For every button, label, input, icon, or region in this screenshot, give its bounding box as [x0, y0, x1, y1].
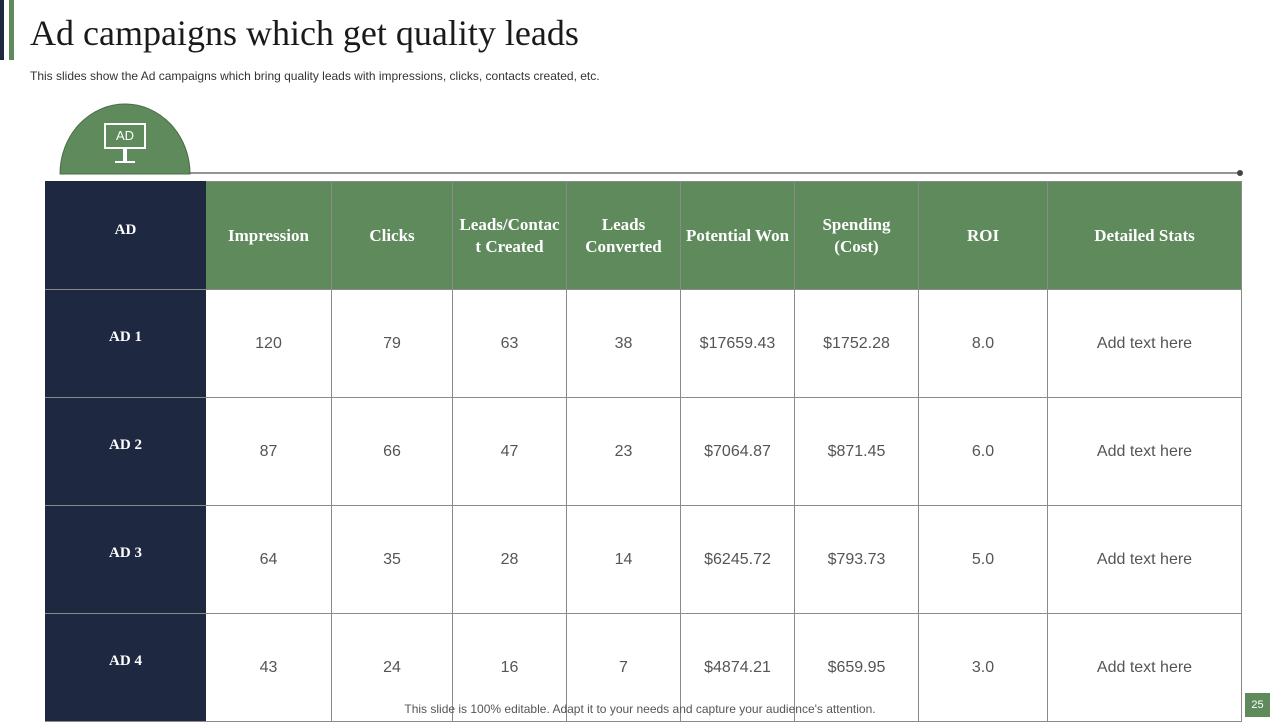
icon-label: AD [116, 128, 134, 143]
table-cell: 120 [205, 289, 332, 398]
table-row: AD 3 64 35 28 14 $6245.72 $793.73 5.0 Add text h… [45, 505, 1242, 614]
table-cell: 14 [566, 505, 681, 614]
table-cell: 8.0 [918, 289, 1048, 398]
table-cell: $793.73 [794, 505, 919, 614]
row-header: AD 3 [45, 505, 206, 614]
divider-dot [1237, 170, 1243, 176]
accent-bar [0, 0, 4, 60]
table-row: AD 1 120 79 63 38 $17659.43 $1752.28 8.0 Add tex… [45, 289, 1242, 398]
table-cell: $871.45 [794, 397, 919, 506]
column-header: AD [45, 181, 206, 290]
column-header: Spending (Cost) [794, 181, 919, 290]
table-cell: $7064.87 [680, 397, 795, 506]
table-cell: 3.0 [918, 613, 1048, 722]
table-cell: 23 [566, 397, 681, 506]
table-cell: 7 [566, 613, 681, 722]
table-cell: 38 [566, 289, 681, 398]
page-number: 25 [1245, 693, 1270, 717]
table-cell: $17659.43 [680, 289, 795, 398]
table-cell: Add text here [1047, 289, 1242, 398]
table-cell: 63 [452, 289, 567, 398]
column-header: ROI [918, 181, 1048, 290]
table-cell: Add text here [1047, 613, 1242, 722]
table-cell: $4874.21 [680, 613, 795, 722]
table-cell: 35 [331, 505, 453, 614]
data-table: AD Impression Clicks Leads/Contact Created L… [45, 181, 1242, 722]
row-header: AD 2 [45, 397, 206, 506]
title: Ad campaigns which get quality leads [30, 13, 579, 53]
header-row: AD Impression Clicks Leads/Contact Created L… [45, 181, 1242, 290]
table-row: AD 2 87 66 47 23 $7064.87 $871.45 6.0 Add text h… [45, 397, 1242, 506]
row-header: AD 1 [45, 289, 206, 398]
table-cell: 28 [452, 505, 567, 614]
table-cell: 64 [205, 505, 332, 614]
row-header: AD 4 [45, 613, 206, 722]
table-cell: $659.95 [794, 613, 919, 722]
column-header: Leads/Contact Created [452, 181, 567, 290]
table-cell: 87 [205, 397, 332, 506]
decoration: AD [59, 103, 1243, 176]
table-cell: 79 [331, 289, 453, 398]
accent-bar [9, 0, 14, 60]
table-cell: 5.0 [918, 505, 1048, 614]
table-cell: 66 [331, 397, 453, 506]
column-header: Leads Converted [566, 181, 681, 290]
column-header: Clicks [331, 181, 453, 290]
footer-note: This slide is 100% editable. Adapt it to… [404, 702, 876, 716]
table-cell: Add text here [1047, 505, 1242, 614]
subtitle: This slides show the Ad campaigns which … [30, 69, 600, 83]
table-cell: 47 [452, 397, 567, 506]
column-header: Detailed Stats [1047, 181, 1242, 290]
column-header: Impression [205, 181, 332, 290]
table-cell: $1752.28 [794, 289, 919, 398]
table-cell: $6245.72 [680, 505, 795, 614]
column-header: Potential Won [680, 181, 795, 290]
table-cell: Add text here [1047, 397, 1242, 506]
table-cell: 6.0 [918, 397, 1048, 506]
icon-badge [59, 103, 191, 175]
